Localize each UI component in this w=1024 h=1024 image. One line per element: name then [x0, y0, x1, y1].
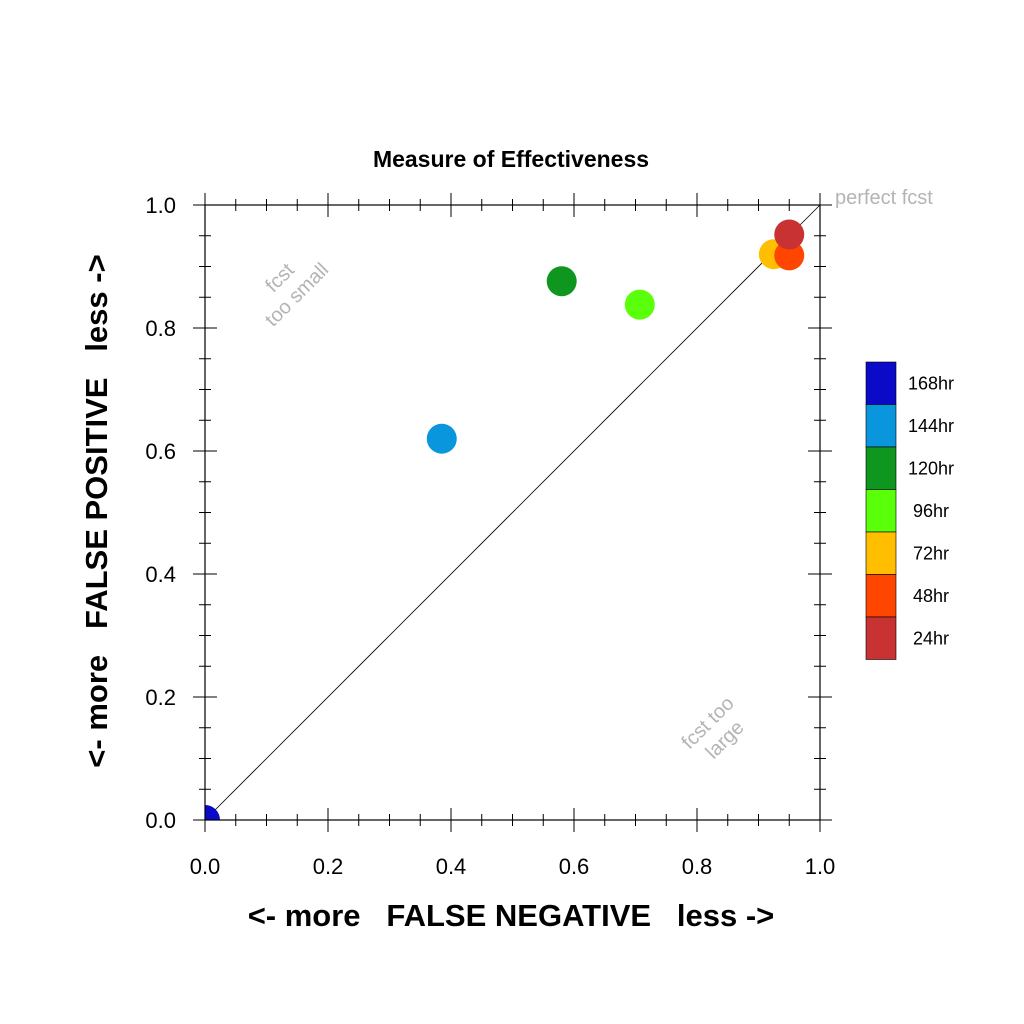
legend-label-120hr: 120hr — [908, 458, 954, 478]
legend-label-24hr: 24hr — [913, 628, 949, 648]
tick-labels: 0.0 0.2 0.4 0.6 0.8 1.0 0.0 0.2 0.4 0.6 0.8 1.0 — [145, 193, 835, 879]
y-tick-label: 0.8 — [145, 316, 176, 341]
annotation-perfect-fcst: perfect fcst — [835, 187, 933, 209]
legend-label-168hr: 168hr — [908, 373, 954, 393]
legend-label-72hr: 72hr — [913, 543, 949, 563]
legend-swatch-144hr — [865, 404, 897, 448]
x-tick-label: 0.6 — [559, 854, 590, 879]
legend-label-48hr: 48hr — [913, 586, 949, 606]
x-tick-label: 0.0 — [190, 854, 221, 879]
x-tick-label: 0.8 — [682, 854, 713, 879]
y-tick-label: 0.4 — [145, 562, 176, 587]
x-tick-label: 0.2 — [313, 854, 344, 879]
y-tick-label: 0.2 — [145, 685, 176, 710]
plot-frame — [204, 204, 821, 821]
annotation-too-small: fcst too small — [261, 259, 333, 331]
chart-title: Measure of Effectiveness — [373, 146, 649, 172]
legend-swatch-48hr — [865, 574, 897, 618]
legend-swatch-120hr — [865, 446, 897, 490]
y-axis-label: <- more FALSE POSITIVE less -> — [79, 254, 114, 767]
x-tick-label: 1.0 — [805, 854, 836, 879]
y-tick-label: 1.0 — [145, 193, 176, 218]
legend-swatch-168hr — [865, 361, 897, 405]
legend: 168hr 144hr 120hr 96hr 72hr 48hr 24hr — [865, 361, 954, 660]
legend-swatch-72hr — [865, 531, 897, 575]
point-168hr — [205, 805, 220, 820]
point-120hr — [546, 266, 577, 297]
y-tick-label: 0.0 — [145, 808, 176, 833]
point-144hr — [426, 423, 457, 454]
legend-swatch-96hr — [865, 489, 897, 533]
x-tick-label: 0.4 — [436, 854, 467, 879]
point-24hr — [774, 219, 805, 250]
x-axis-label: <- more FALSE NEGATIVE less -> — [248, 898, 775, 933]
legend-swatch-24hr — [865, 616, 897, 660]
legend-label-144hr: 144hr — [908, 416, 954, 436]
data-points — [205, 219, 805, 820]
legend-label-96hr: 96hr — [913, 501, 949, 521]
diagonal-reference-line — [204, 204, 821, 821]
point-48hr — [774, 240, 805, 271]
point-96hr — [624, 289, 655, 320]
y-tick-label: 0.6 — [145, 439, 176, 464]
annotation-too-large: fcst too large — [678, 693, 749, 764]
